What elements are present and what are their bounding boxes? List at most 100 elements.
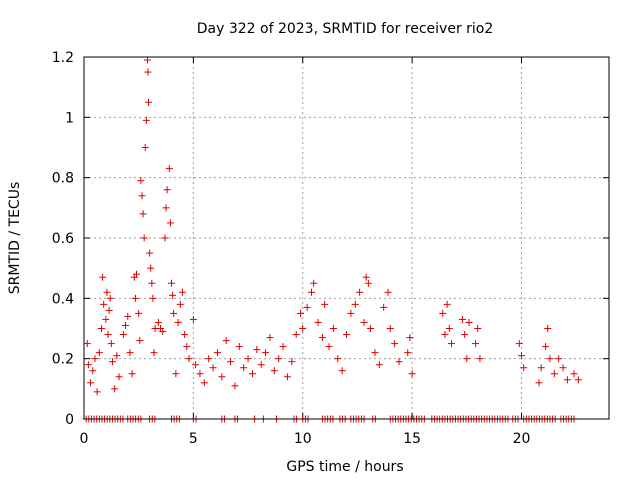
data-point	[145, 98, 153, 106]
data-point	[515, 340, 523, 348]
data-point	[461, 331, 469, 339]
data-point	[310, 279, 318, 287]
data-point	[356, 288, 364, 296]
data-point	[213, 349, 221, 357]
data-point	[205, 355, 213, 363]
data-point	[166, 219, 174, 227]
data-point	[137, 177, 145, 185]
data-point	[321, 300, 329, 308]
data-point	[84, 361, 92, 369]
data-point	[144, 68, 152, 76]
data-point	[448, 340, 455, 348]
data-point	[200, 379, 208, 387]
x-tick-label: 10	[294, 431, 312, 447]
data-point	[338, 367, 346, 375]
data-point	[257, 361, 265, 369]
data-point	[181, 331, 189, 339]
data-point	[537, 364, 545, 372]
data-point	[113, 352, 121, 360]
data-point	[100, 300, 108, 308]
data-point	[563, 376, 571, 384]
data-point	[105, 306, 113, 314]
data-point	[535, 379, 543, 387]
data-point	[544, 325, 552, 332]
data-point	[131, 294, 139, 302]
data-point	[138, 192, 146, 200]
data-point	[185, 355, 193, 363]
data-point	[404, 349, 412, 357]
data-point	[570, 370, 578, 378]
data-point	[465, 318, 473, 326]
data-point	[149, 294, 157, 302]
y-axis-title: SRMTID / TECUs	[7, 182, 23, 295]
data-point	[445, 325, 453, 332]
data-point	[146, 249, 154, 257]
data-point	[183, 343, 191, 351]
y-tick-label: 0.4	[52, 291, 74, 307]
data-point	[520, 364, 528, 372]
data-point	[360, 318, 368, 326]
data-point	[555, 355, 563, 363]
data-point	[178, 288, 186, 296]
data-point	[174, 318, 182, 326]
data-point	[124, 312, 132, 320]
data-point	[98, 325, 105, 332]
data-point	[384, 288, 392, 296]
data-point	[262, 349, 270, 357]
data-point	[106, 294, 114, 302]
data-point	[375, 361, 383, 369]
data-point	[325, 343, 333, 351]
data-point	[161, 234, 169, 242]
data-point	[329, 325, 337, 332]
data-point	[231, 382, 239, 390]
data-point	[227, 358, 235, 366]
data-point	[308, 288, 315, 296]
data-point	[87, 379, 95, 387]
data-point	[148, 279, 156, 287]
chart-title: Day 322 of 2023, SRMTID for receiver rio…	[197, 21, 494, 37]
data-point	[111, 385, 119, 393]
data-point	[91, 355, 99, 363]
data-point	[135, 309, 143, 317]
data-point	[253, 346, 261, 354]
data-point	[297, 309, 305, 317]
data-point	[196, 370, 204, 378]
plot-frame	[83, 56, 610, 420]
data-point	[546, 355, 554, 363]
data-point	[89, 367, 97, 375]
data-point	[391, 340, 399, 348]
data-point	[168, 279, 175, 287]
data-point	[95, 349, 103, 357]
data-point	[408, 370, 416, 378]
data-point	[441, 331, 449, 339]
data-point	[318, 334, 326, 342]
data-point	[248, 370, 256, 378]
data-point	[283, 373, 291, 381]
data-point	[102, 315, 110, 323]
data-point	[159, 328, 167, 336]
data-point	[343, 331, 350, 339]
data-point	[334, 355, 342, 363]
data-point	[279, 343, 287, 351]
data-point	[115, 373, 123, 381]
data-point	[136, 337, 144, 345]
data-point	[162, 204, 170, 212]
data-point	[165, 165, 173, 173]
data-point	[122, 321, 130, 329]
data-point	[192, 361, 200, 369]
data-point	[371, 349, 379, 357]
x-axis-title: GPS time / hours	[286, 459, 403, 475]
data-point	[218, 373, 226, 381]
data-point	[103, 288, 111, 296]
data-point	[107, 340, 115, 348]
data-point	[476, 355, 484, 363]
data-point	[386, 325, 394, 332]
data-point	[172, 370, 180, 378]
data-point	[93, 388, 101, 396]
data-point	[439, 309, 447, 317]
data-point	[133, 270, 140, 278]
data-point	[150, 349, 158, 357]
data-point	[104, 331, 112, 339]
data-point	[314, 318, 322, 326]
data-point	[362, 273, 370, 281]
